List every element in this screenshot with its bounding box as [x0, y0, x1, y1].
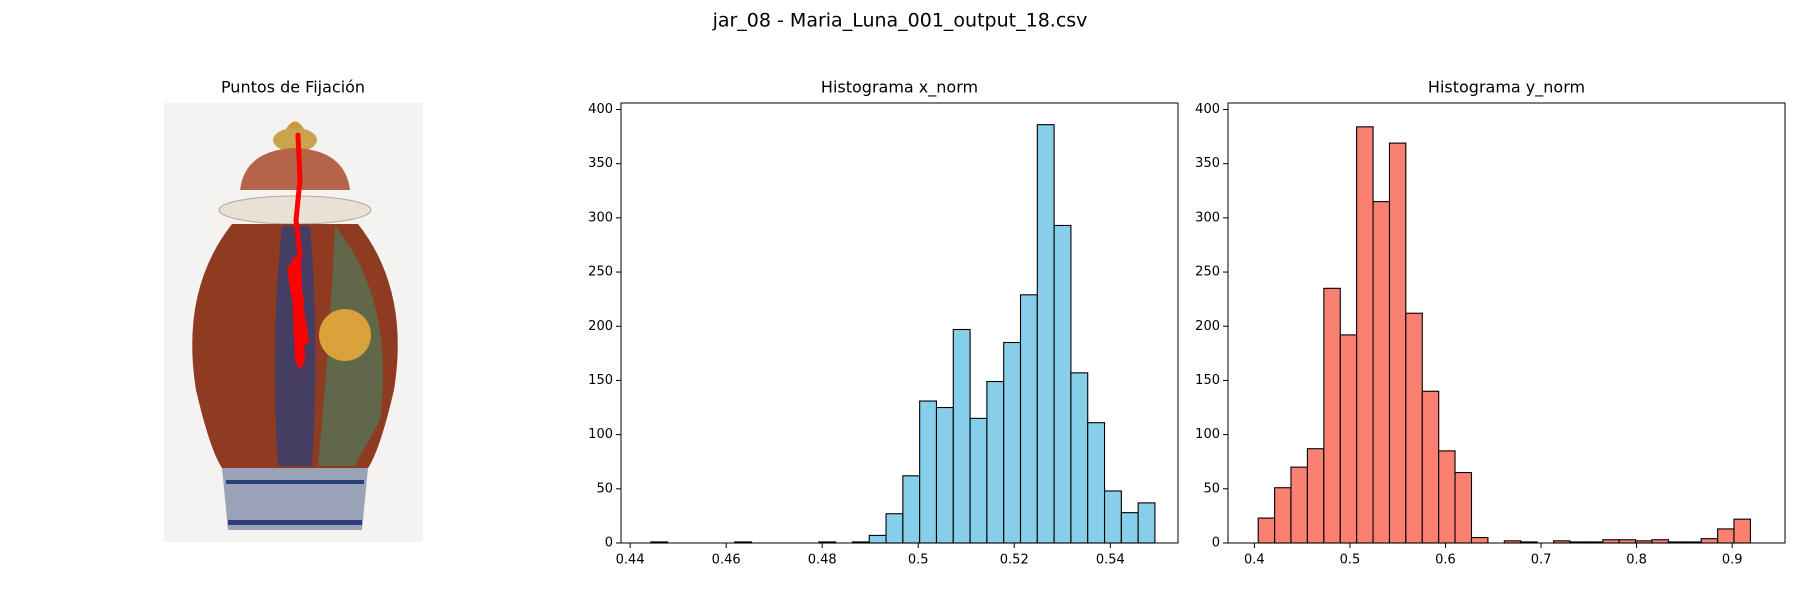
x-tick-label: 0.7 [1531, 553, 1552, 568]
knob [273, 128, 317, 152]
y-tick-label: 150 [588, 373, 613, 388]
y-tick-label: 300 [588, 210, 613, 225]
y-tick-label: 0 [1212, 536, 1220, 551]
flower [319, 309, 371, 361]
y-tick-label: 300 [1195, 210, 1220, 225]
y-tick-label: 50 [1203, 481, 1220, 496]
histogram-bar [935, 406, 954, 544]
histogram-bar [1372, 201, 1391, 544]
x-tick-label: 0.54 [1096, 553, 1125, 568]
histogram-bar [952, 328, 971, 544]
histogram-bar [885, 513, 904, 544]
x-tick-label: 0.46 [712, 553, 741, 568]
x-tick-label: 0.44 [616, 553, 645, 568]
histogram-bar [1257, 517, 1276, 544]
histogram-bar [868, 534, 887, 544]
base-band [228, 520, 362, 525]
histogram-bar [969, 417, 988, 544]
y-tick-label: 350 [588, 156, 613, 171]
fixation-cluster [287, 257, 309, 365]
histogram-bar [1274, 487, 1292, 544]
y-tick-label: 150 [1195, 373, 1220, 388]
histogram-bar [1339, 334, 1358, 544]
histogram-bar [1120, 512, 1139, 544]
histogram-bar [1470, 537, 1489, 544]
x-tick-label: 0.48 [808, 553, 837, 568]
y-tick-label: 200 [1195, 319, 1220, 334]
histogram-bar [1306, 448, 1325, 544]
figure-title: jar_08 - Maria_Luna_001_output_18.csv [712, 10, 1088, 32]
y-tick-label: 400 [588, 102, 613, 117]
x-tick-label: 0.4 [1244, 553, 1265, 568]
histogram-bar [1036, 124, 1055, 544]
axes-frame [1227, 102, 1786, 544]
histogram-bar [919, 400, 938, 544]
histogram-bar [1003, 341, 1022, 544]
x-tick-label: 0.5 [1340, 553, 1361, 568]
chart-title: Histograma x_norm [821, 78, 978, 98]
y-tick-label: 400 [1195, 102, 1220, 117]
histogram-bar [1087, 422, 1106, 544]
y-tick-label: 50 [596, 481, 613, 496]
x-tick-label: 0.8 [1626, 553, 1647, 568]
axes-frame [620, 102, 1179, 544]
histogram-bar [1454, 472, 1473, 544]
histogram-bar [1700, 538, 1719, 544]
histogram-bar [1421, 390, 1440, 544]
histogram-bar [1405, 312, 1423, 544]
lid [240, 148, 350, 190]
chart-title: Histograma y_norm [1428, 78, 1585, 98]
x-tick-label: 0.52 [1000, 553, 1029, 568]
y-tick-label: 350 [1195, 156, 1220, 171]
x-tick-label: 0.6 [1435, 553, 1456, 568]
histogram-bar [1019, 294, 1038, 544]
histogram-bar [1438, 450, 1456, 544]
histogram-bar [1388, 142, 1407, 544]
histogram-bar [986, 380, 1005, 544]
y-tick-label: 100 [588, 427, 613, 442]
histogram-bar [1356, 126, 1374, 544]
histogram-bar [1290, 466, 1308, 544]
histogram-bar [1733, 518, 1751, 544]
histogram-bar [1103, 490, 1122, 544]
histogram-bar [1137, 502, 1156, 544]
image-title: Puntos de Fijación [221, 78, 365, 97]
histogram-bar [1717, 528, 1735, 544]
x-tick-label: 0.9 [1722, 553, 1743, 568]
y-tick-label: 250 [588, 265, 613, 280]
base-band [226, 480, 364, 484]
histogram-bar [902, 475, 921, 544]
histogram-bar [1070, 372, 1089, 544]
vase-image [164, 103, 423, 542]
histogram-bar [1323, 287, 1341, 544]
y-tick-label: 200 [588, 319, 613, 334]
histogram-bar [1053, 224, 1072, 544]
y-tick-label: 0 [605, 536, 613, 551]
y-tick-label: 250 [1195, 265, 1220, 280]
y-tick-label: 100 [1195, 427, 1220, 442]
x-tick-label: 0.5 [908, 553, 929, 568]
